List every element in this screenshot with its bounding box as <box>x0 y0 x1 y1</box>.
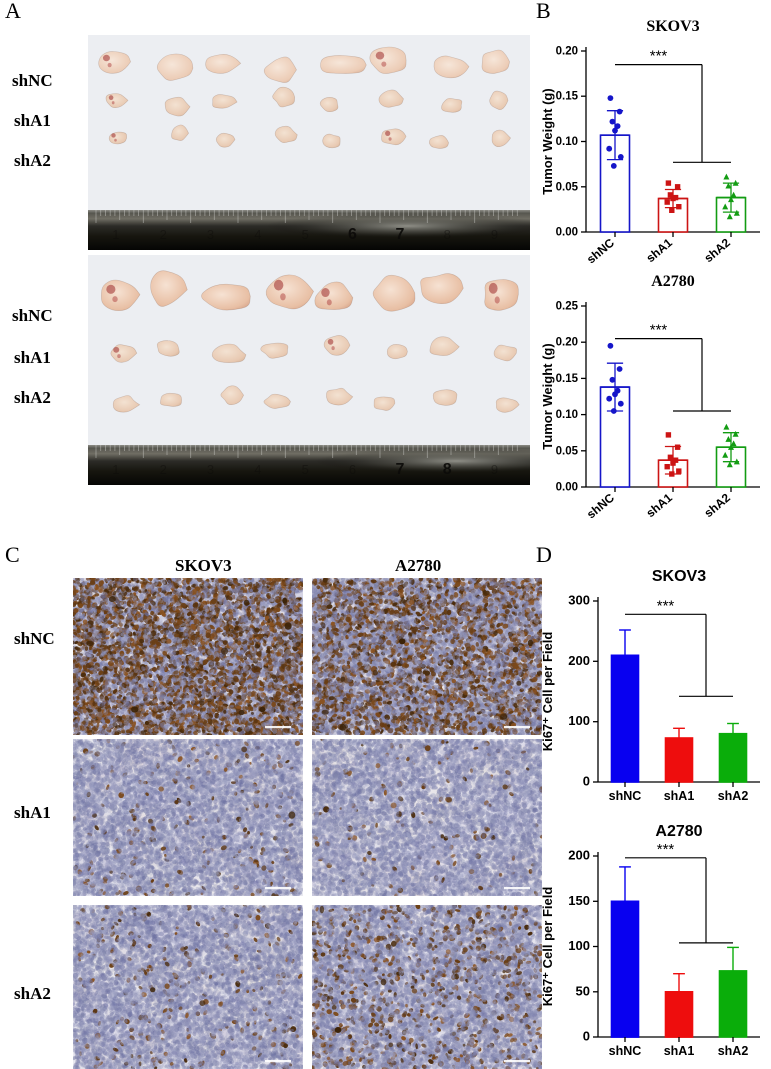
svg-text:0.00: 0.00 <box>556 482 578 494</box>
svg-text:0.10: 0.10 <box>556 409 578 421</box>
svg-text:4: 4 <box>254 227 261 242</box>
svg-text:6: 6 <box>348 226 357 243</box>
svg-text:shA1: shA1 <box>643 490 675 520</box>
svg-text:1: 1 <box>112 227 119 242</box>
svg-text:shNC: shNC <box>584 490 617 521</box>
svg-text:5: 5 <box>302 227 309 242</box>
svg-text:0.15: 0.15 <box>556 91 579 103</box>
svg-text:3: 3 <box>207 462 214 477</box>
svg-text:shNC: shNC <box>584 235 617 266</box>
svg-text:1: 1 <box>112 462 119 477</box>
svg-text:0.05: 0.05 <box>556 445 579 457</box>
svg-text:5: 5 <box>302 462 309 477</box>
svg-text:7: 7 <box>395 226 404 243</box>
svg-text:2: 2 <box>160 227 167 242</box>
svg-text:6: 6 <box>349 462 356 477</box>
svg-text:SKOV3: SKOV3 <box>646 18 699 35</box>
svg-text:0.05: 0.05 <box>556 181 579 193</box>
svg-text:0.25: 0.25 <box>556 301 579 313</box>
svg-text:shA1: shA1 <box>643 235 675 265</box>
svg-text:Tumor Weight (g): Tumor Weight (g) <box>540 88 555 194</box>
svg-text:0.20: 0.20 <box>556 46 578 58</box>
svg-text:9: 9 <box>491 227 498 242</box>
svg-text:9: 9 <box>491 462 498 477</box>
svg-text:Tumor Weight (g): Tumor Weight (g) <box>540 343 555 449</box>
svg-text:4: 4 <box>254 462 261 477</box>
svg-text:shA2: shA2 <box>701 490 733 520</box>
svg-text:8: 8 <box>444 227 451 242</box>
svg-text:A2780: A2780 <box>651 273 695 290</box>
svg-text:***: *** <box>650 322 668 339</box>
svg-text:3: 3 <box>207 227 214 242</box>
svg-text:0.20: 0.20 <box>556 337 578 349</box>
svg-text:0.15: 0.15 <box>556 373 579 385</box>
svg-text:8: 8 <box>443 461 452 478</box>
svg-text:0.00: 0.00 <box>556 227 578 239</box>
svg-text:***: *** <box>650 48 668 65</box>
svg-text:shA2: shA2 <box>701 235 733 265</box>
svg-text:0.10: 0.10 <box>556 136 578 148</box>
svg-text:7: 7 <box>395 461 404 478</box>
svg-text:2: 2 <box>160 462 167 477</box>
